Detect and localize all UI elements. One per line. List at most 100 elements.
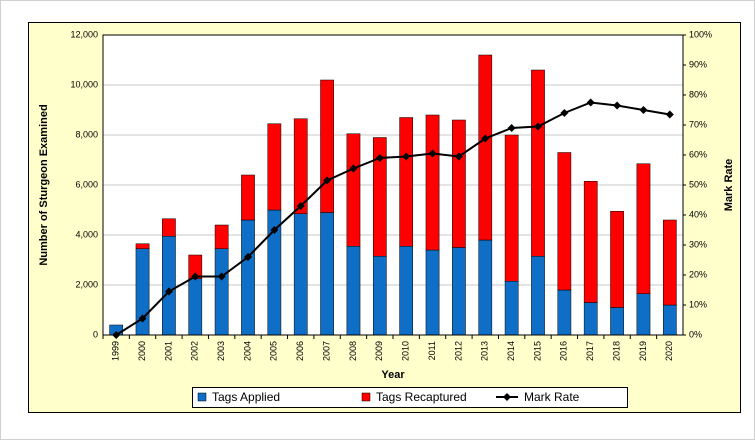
bar [135, 243, 150, 249]
bar [241, 174, 255, 221]
marker [402, 152, 411, 161]
marker [217, 272, 226, 281]
y-tick-label: 0 [93, 329, 98, 339]
x-tick-label: 2018 [611, 341, 621, 361]
legend [192, 387, 628, 408]
bar [214, 224, 229, 249]
y-tick-label: 4,000 [75, 229, 98, 239]
bar [478, 239, 493, 336]
x-tick-label: 2014 [506, 341, 516, 361]
bar [346, 133, 361, 247]
bar [452, 119, 466, 248]
bar [504, 281, 519, 336]
x-tick-label: 2015 [532, 341, 542, 361]
bar [583, 181, 598, 303]
x-tick-label: 2000 [137, 341, 147, 361]
bar [636, 293, 651, 336]
bar [372, 137, 387, 257]
y2-tick-label: 100% [689, 29, 712, 39]
marker [639, 106, 648, 114]
y2-tick-label: 60% [689, 149, 707, 159]
marker [349, 164, 358, 173]
bar [399, 246, 414, 336]
y-tick-label: 2,000 [75, 279, 98, 289]
bar [162, 236, 176, 336]
bar [557, 289, 572, 336]
marker [323, 176, 332, 185]
bar [214, 248, 229, 336]
bar [662, 219, 677, 306]
y2-tick-label: 70% [689, 119, 707, 129]
marker [613, 101, 622, 110]
bar [372, 256, 387, 336]
marker [296, 202, 305, 210]
y-tick-label: 8,000 [75, 129, 98, 139]
bar [267, 123, 282, 211]
y-axis-title: Number of Sturgeon Examined [38, 104, 50, 265]
marker [244, 253, 252, 261]
y2-tick-label: 50% [689, 179, 707, 189]
y-tick-label: 6,000 [75, 179, 98, 189]
bar [610, 307, 624, 336]
legend-label: Tags Recaptured [376, 390, 467, 404]
marker [428, 149, 437, 158]
mark-rate-line [115, 101, 670, 336]
bar [583, 302, 598, 336]
marker [138, 314, 147, 323]
marker [507, 124, 516, 132]
x-tick-label: 2006 [295, 341, 305, 361]
marker [560, 109, 569, 117]
x-tick-label: 2009 [374, 341, 384, 361]
bar [320, 212, 334, 336]
y2-tick-label: 90% [689, 59, 707, 69]
legend-swatch [361, 392, 371, 402]
bar [504, 134, 519, 282]
marker [454, 152, 463, 161]
y2-tick-label: 0% [689, 329, 702, 339]
bar [531, 256, 545, 336]
marker [534, 122, 542, 131]
y-tick-label: 12,000 [70, 29, 98, 39]
x-tick-label: 2004 [242, 341, 252, 361]
marker [164, 287, 173, 296]
x-tick-label: 2001 [163, 341, 173, 361]
x-tick-label: 2002 [190, 341, 200, 361]
legend-label: Mark Rate [524, 390, 580, 404]
x-tick-label: 2007 [321, 341, 331, 361]
x-tick-label: 2019 [638, 341, 648, 361]
marker [191, 272, 200, 281]
y2-tick-label: 20% [689, 269, 707, 279]
x-tick-label: 2017 [585, 341, 595, 361]
bar [188, 278, 203, 336]
x-tick-label: 2012 [453, 341, 463, 361]
x-tick-label: 2008 [348, 341, 358, 361]
y2-tick-label: 30% [689, 239, 707, 249]
x-tick-label: 2005 [269, 341, 279, 361]
legend-label: Tags Applied [212, 390, 280, 404]
bar [425, 249, 440, 336]
bar [610, 211, 624, 308]
marker [481, 134, 490, 143]
marker [586, 98, 595, 107]
bar [531, 69, 545, 257]
marker [270, 226, 279, 234]
bar [452, 247, 466, 336]
bar [346, 246, 361, 336]
x-tick-label: 2013 [480, 341, 490, 361]
x-axis-title: Year [381, 369, 405, 381]
bar [399, 117, 414, 247]
bar [162, 218, 176, 237]
y2-axis-title: Mark Rate [723, 159, 735, 212]
x-tick-label: 2010 [401, 341, 411, 361]
marker [665, 110, 674, 119]
bar [557, 152, 572, 291]
bar [662, 304, 677, 336]
x-tick-label: 1999 [111, 341, 121, 361]
bar [293, 118, 308, 214]
bar [241, 219, 255, 336]
bar [636, 163, 651, 294]
marker [375, 154, 384, 162]
y2-tick-label: 40% [689, 209, 707, 219]
legend-swatch [197, 392, 207, 402]
